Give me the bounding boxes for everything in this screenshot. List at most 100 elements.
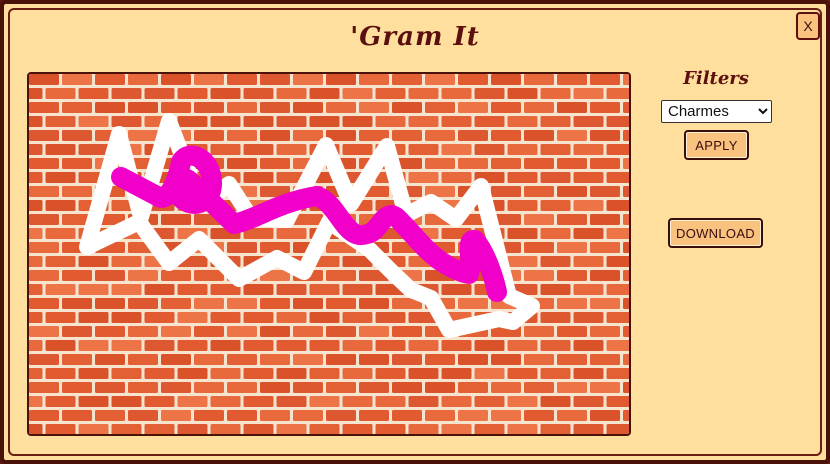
brick [408,144,439,155]
brick [45,396,76,407]
brick [194,326,224,337]
brick [62,410,92,421]
brick [524,74,554,85]
brick [95,102,125,113]
brick [276,368,307,379]
brick [606,116,629,127]
brick [491,74,521,85]
brick [293,130,323,141]
brick [573,368,604,379]
brick [111,424,142,434]
brick [29,186,59,197]
brick [590,242,620,253]
brick [573,228,604,239]
brick [507,116,538,127]
brick [507,200,538,211]
brick [194,74,224,85]
brick [342,312,373,323]
brick [540,144,571,155]
brick [573,256,604,267]
brick [128,74,158,85]
brick [29,242,59,253]
brick [474,424,505,434]
canvas-drawing [29,74,629,434]
brick [276,312,307,323]
brick [227,158,257,169]
brick [45,200,76,211]
brick [260,326,290,337]
brick [540,88,571,99]
brick [606,424,629,434]
brick [95,298,125,309]
brick [408,396,439,407]
brick [342,116,373,127]
brick [243,312,274,323]
brick [606,200,629,211]
brick [243,172,274,183]
brick [557,354,587,365]
brick [606,312,629,323]
brick [392,382,422,393]
brick [573,340,604,351]
brick [29,130,59,141]
brick [326,326,356,337]
brick [260,410,290,421]
brick [540,228,571,239]
brick [491,382,521,393]
brick [375,116,406,127]
brick [326,382,356,393]
brick [491,214,521,225]
brick [194,298,224,309]
brick [144,424,175,434]
brick [29,144,43,155]
brick [408,172,439,183]
image-canvas[interactable] [27,72,631,436]
brick [95,354,125,365]
brick [606,284,629,295]
brick [540,284,571,295]
close-button[interactable]: X [796,12,820,40]
brick [111,340,142,351]
brick [474,368,505,379]
brick [441,284,472,295]
filter-select[interactable]: Charmes [661,100,772,123]
brick [78,256,109,267]
brick [606,368,629,379]
apply-button[interactable]: APPLY [684,130,749,160]
brick [293,326,323,337]
brick [111,116,142,127]
brick [606,144,629,155]
magenta-squiggle-stroke [111,145,507,302]
brick [524,102,554,113]
brick [623,186,629,197]
brick [326,354,356,365]
brick [441,368,472,379]
brick [441,424,472,434]
brick [276,424,307,434]
brick [491,158,521,169]
brick [62,214,92,225]
brick [375,396,406,407]
brick [573,284,604,295]
brick [507,396,538,407]
brick [524,130,554,141]
brick [45,340,76,351]
brick [29,424,43,434]
brick [458,74,488,85]
brick [293,214,323,225]
brick [606,172,629,183]
brick [29,200,43,211]
brick [227,382,257,393]
brick [128,326,158,337]
download-button[interactable]: DOWNLOAD [668,218,763,248]
brick [95,74,125,85]
brick [359,74,389,85]
brick [557,158,587,169]
brick [177,88,208,99]
brick [210,340,241,351]
brick [392,326,422,337]
brick [573,424,604,434]
brick [62,102,92,113]
brick [260,242,290,253]
brick [458,298,488,309]
